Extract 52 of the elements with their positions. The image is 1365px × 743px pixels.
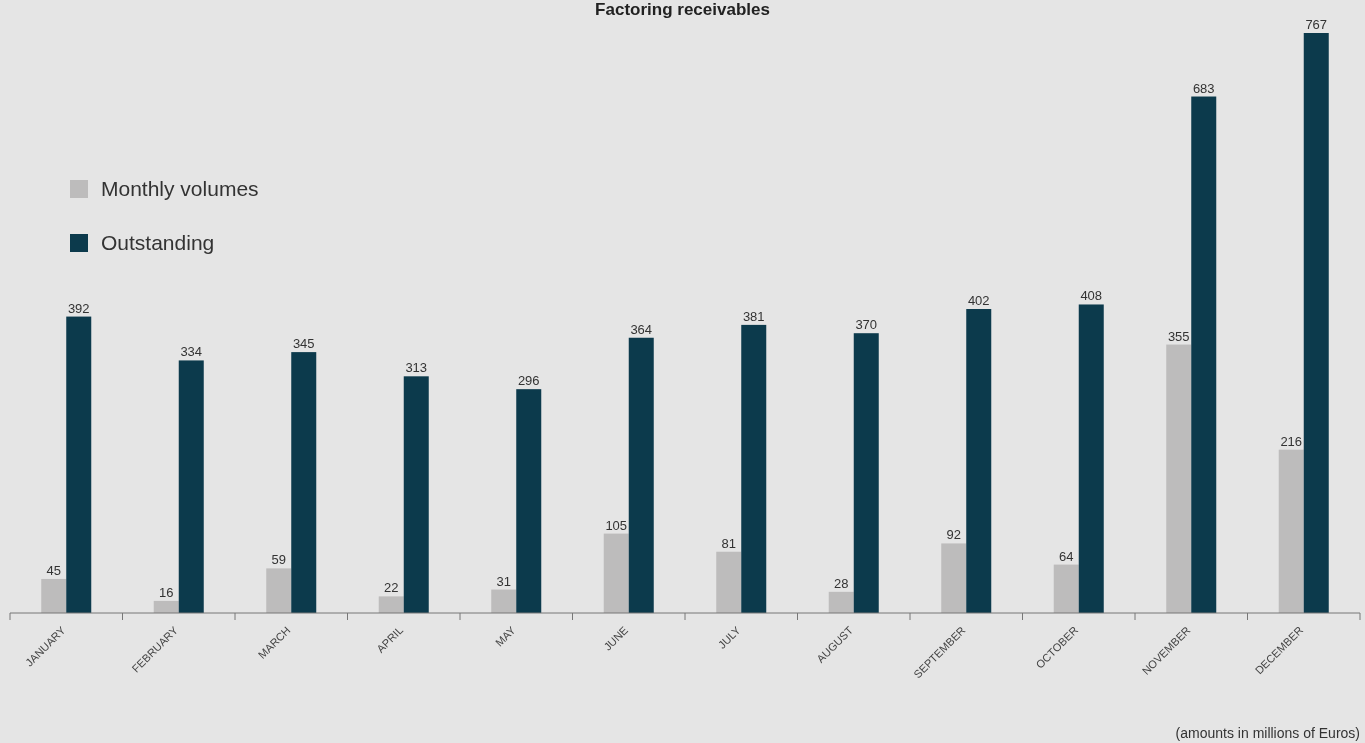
data-label: 370 (855, 317, 878, 333)
text: (amounts in millions of Euros) (1175, 725, 1360, 741)
bar (716, 551, 742, 613)
data-label: 81 (721, 535, 736, 551)
data-label: 64 (1059, 548, 1074, 564)
data-label: 402 (967, 293, 990, 309)
bar (741, 324, 767, 613)
data-label: 381 (742, 308, 765, 324)
legend-label: Outstanding (101, 231, 215, 254)
bar (966, 309, 992, 613)
bar (853, 333, 879, 613)
data-label: 296 (517, 373, 540, 389)
data-label: 59 (271, 552, 286, 568)
data-label: 364 (630, 321, 653, 337)
bar (378, 596, 404, 613)
bar (1278, 449, 1304, 613)
data-label: 105 (605, 517, 628, 533)
bar (1191, 96, 1217, 613)
data-label: 28 (834, 575, 849, 591)
data-label: 392 (67, 300, 90, 316)
data-label: 408 (1080, 288, 1103, 304)
bar (828, 591, 854, 613)
data-label: 16 (159, 584, 174, 600)
bar (178, 360, 204, 613)
bar (491, 589, 517, 613)
bar (603, 533, 629, 613)
data-label: 22 (384, 580, 399, 596)
data-label: 355 (1167, 328, 1190, 344)
bar (1053, 564, 1079, 613)
bar (153, 600, 179, 613)
data-label: 313 (405, 360, 428, 376)
data-label: 345 (292, 336, 315, 352)
bar (1078, 304, 1104, 613)
data-label: 92 (946, 527, 961, 543)
legend-label: Monthly volumes (101, 177, 259, 200)
bar (1166, 344, 1192, 613)
bar (1303, 33, 1329, 613)
bar (403, 376, 429, 613)
data-label: 334 (180, 344, 203, 360)
bar (516, 389, 542, 613)
bar (266, 568, 292, 613)
data-label: 31 (496, 573, 511, 589)
chart-title: Factoring receivables (595, 0, 770, 19)
bar (291, 352, 317, 613)
bar (66, 316, 92, 613)
data-label: 45 (46, 562, 61, 578)
bar (628, 337, 654, 613)
data-label: 216 (1280, 433, 1303, 449)
data-label: 683 (1192, 80, 1215, 96)
data-label: 767 (1305, 17, 1328, 32)
bar (41, 578, 67, 613)
bar (941, 543, 967, 613)
